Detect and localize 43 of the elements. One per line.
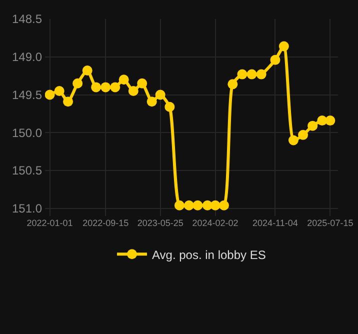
point <box>270 54 280 65</box>
point <box>91 82 102 92</box>
y-tick-label: 149.0 <box>12 50 42 64</box>
point <box>82 66 92 76</box>
point <box>174 200 184 210</box>
y-tick-label: 150.0 <box>12 126 42 140</box>
point <box>228 79 238 90</box>
x-tick-label: 2025-07-15 <box>307 218 354 228</box>
point <box>146 96 157 107</box>
point <box>54 86 64 96</box>
point <box>45 90 55 100</box>
y-tick-label: 149.5 <box>12 88 42 102</box>
x-tick-label: 2022-01-01 <box>26 218 73 228</box>
point <box>246 69 257 80</box>
point <box>192 200 203 210</box>
legend-label: Avg. pos. in lobby ES <box>152 248 266 262</box>
x-tick-label: 2024-11-04 <box>252 218 298 228</box>
point <box>325 116 336 126</box>
point <box>72 78 83 88</box>
point <box>128 86 138 96</box>
point <box>237 69 248 80</box>
point <box>317 116 328 126</box>
point <box>278 41 289 52</box>
point <box>118 74 129 85</box>
point <box>164 102 175 112</box>
point <box>210 200 220 210</box>
point <box>288 135 298 146</box>
point <box>184 200 194 210</box>
x-tick-label: 2022-09-15 <box>82 218 129 228</box>
x-tick-label: 2023-05-25 <box>137 218 184 228</box>
x-tick-label: 2024-02-02 <box>192 218 238 228</box>
point <box>218 200 229 210</box>
point <box>110 82 120 92</box>
y-tick-label: 151.0 <box>12 202 42 216</box>
point <box>256 69 266 80</box>
y-tick-label: 150.5 <box>12 164 42 178</box>
point <box>308 120 318 131</box>
point <box>298 130 308 140</box>
point <box>137 78 148 88</box>
point <box>63 96 74 107</box>
point <box>100 82 111 92</box>
point <box>155 90 166 100</box>
y-tick-label: 148.5 <box>12 12 42 26</box>
